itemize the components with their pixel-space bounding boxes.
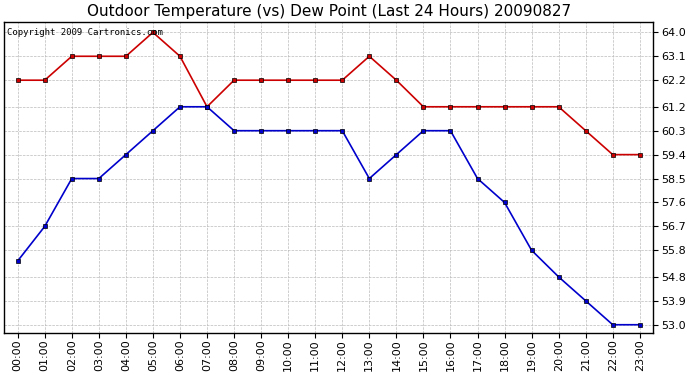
Title: Outdoor Temperature (vs) Dew Point (Last 24 Hours) 20090827: Outdoor Temperature (vs) Dew Point (Last… <box>87 4 571 19</box>
Text: Copyright 2009 Cartronics.com: Copyright 2009 Cartronics.com <box>8 28 164 37</box>
